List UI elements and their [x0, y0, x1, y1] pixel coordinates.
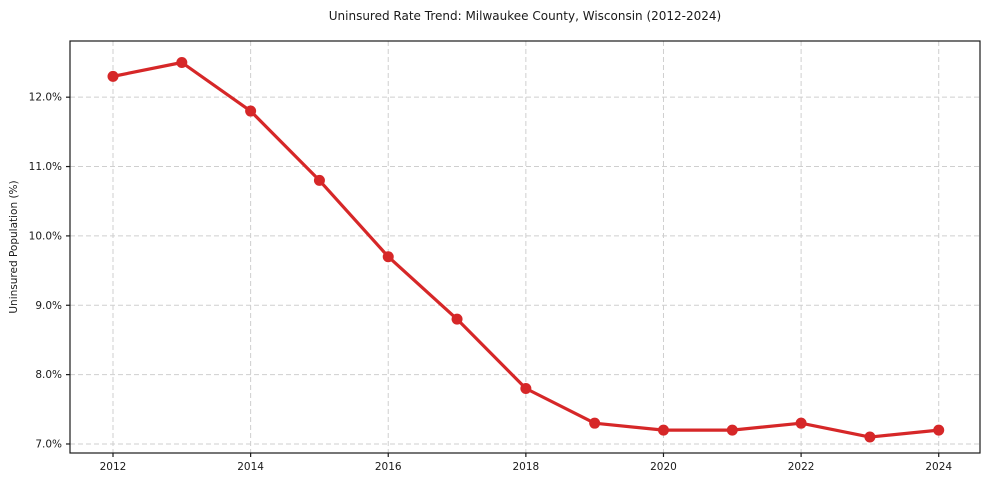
- y-tick-label: 9.0%: [35, 300, 62, 312]
- x-tick-label: 2016: [375, 461, 402, 473]
- x-tick-label: 2014: [237, 461, 264, 473]
- chart-title: Uninsured Rate Trend: Milwaukee County, …: [328, 9, 722, 23]
- x-tick-label: 2024: [925, 461, 952, 473]
- x-tick-label: 2012: [100, 461, 127, 473]
- data-point-marker: [313, 174, 325, 186]
- data-point-marker: [726, 424, 738, 436]
- y-tick-label: 11.0%: [29, 161, 62, 173]
- data-point-marker: [864, 431, 876, 443]
- y-tick-label: 7.0%: [35, 438, 62, 450]
- data-point-marker: [589, 417, 601, 429]
- data-point-marker: [933, 424, 945, 436]
- data-point-marker: [245, 105, 257, 117]
- data-point-marker: [520, 382, 532, 394]
- data-point-marker: [795, 417, 807, 429]
- y-tick-label: 10.0%: [29, 230, 62, 242]
- x-tick-label: 2022: [788, 461, 815, 473]
- data-point-marker: [451, 313, 463, 325]
- x-tick-label: 2020: [650, 461, 677, 473]
- data-point-marker: [176, 57, 188, 69]
- data-point-marker: [107, 70, 119, 82]
- y-tick-label: 8.0%: [35, 369, 62, 381]
- y-tick-label: 12.0%: [29, 92, 62, 104]
- x-tick-label: 2018: [512, 461, 539, 473]
- data-point-marker: [657, 424, 669, 436]
- data-point-marker: [382, 251, 394, 263]
- axes-spines: [69, 40, 981, 454]
